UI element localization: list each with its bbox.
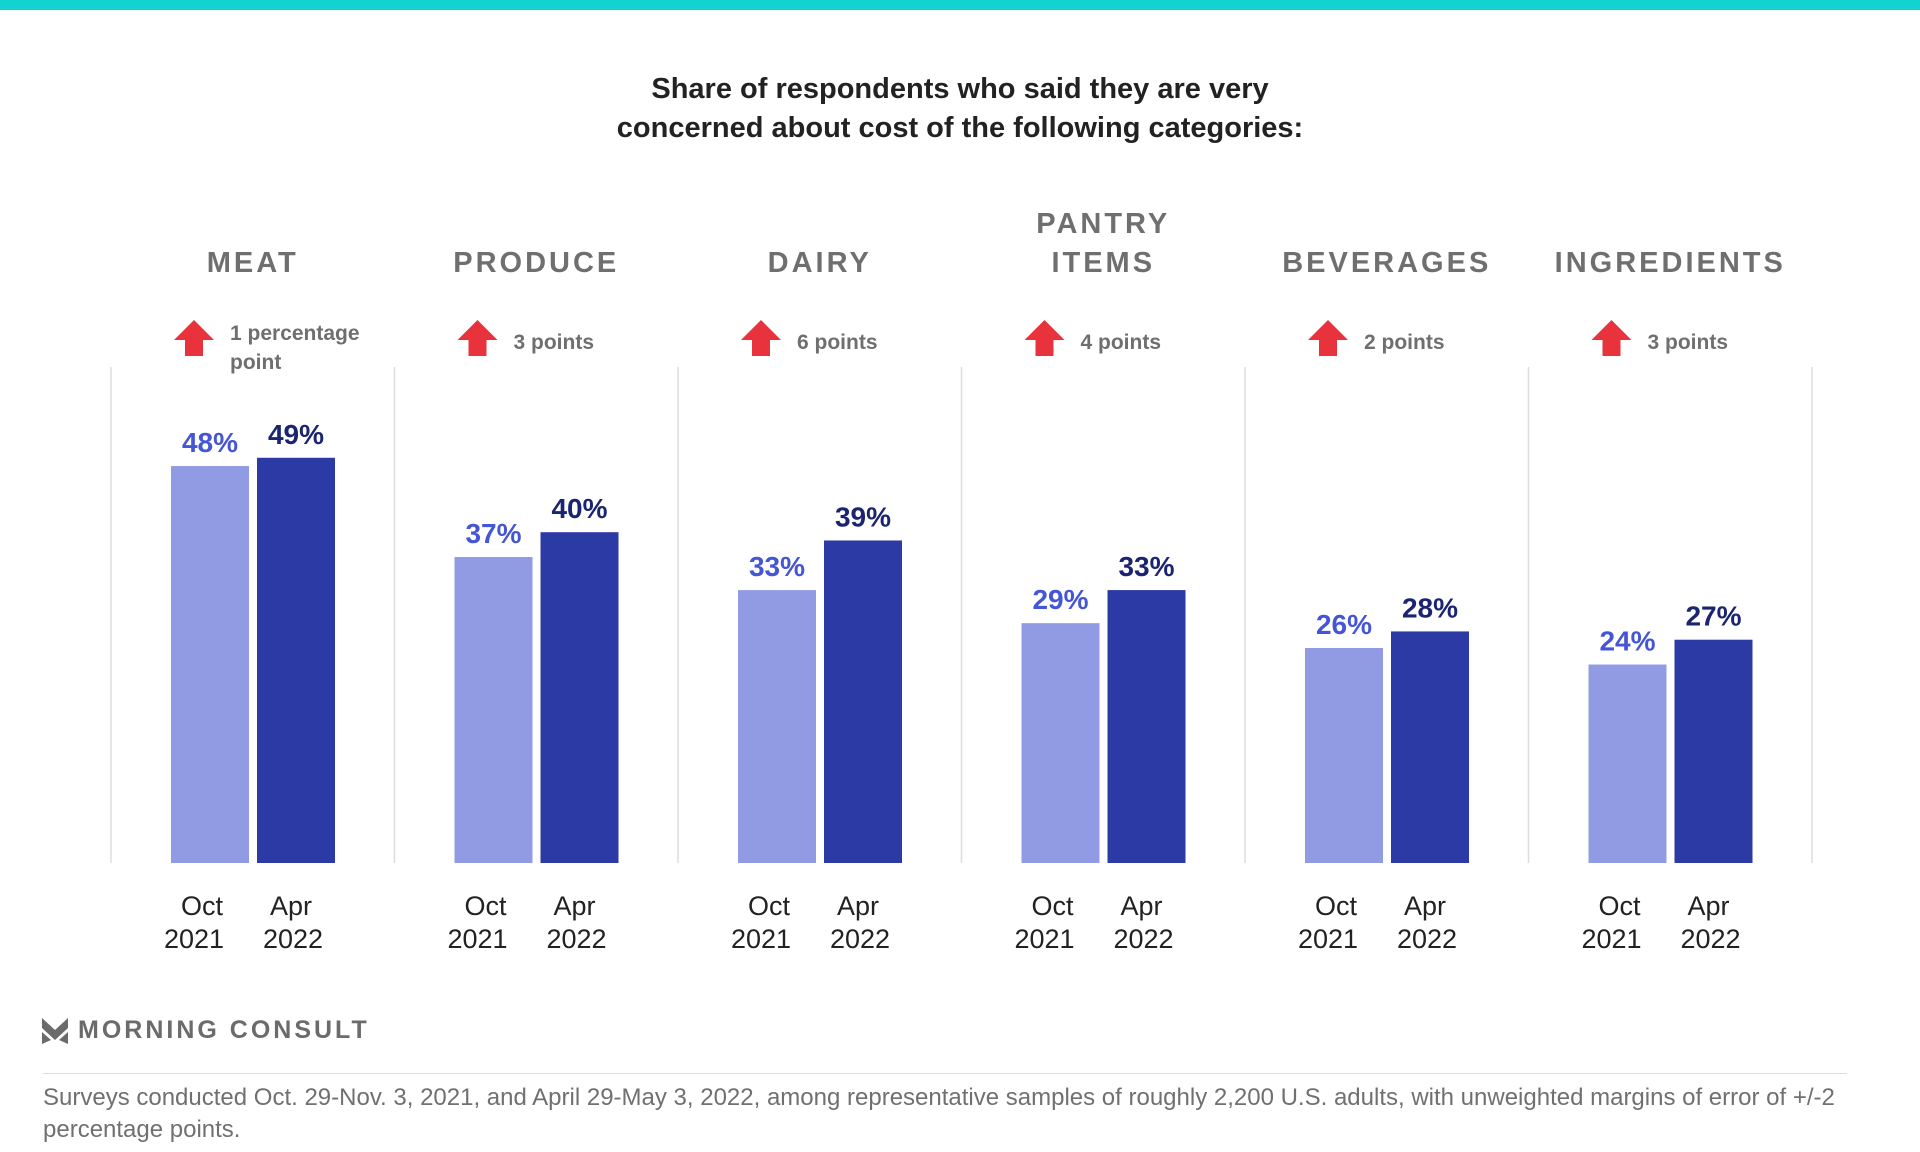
title-line-2: concerned about cost of the following ca… (616, 112, 1304, 144)
x-tick-label: Apr (1687, 891, 1729, 921)
change-label: 1 percentage (230, 322, 360, 345)
x-tick-label: 2022 (1113, 924, 1173, 954)
arrow-up-icon (1591, 320, 1632, 356)
arrow-up-icon (741, 320, 781, 356)
data-label: 27% (1685, 601, 1741, 632)
x-tick-label: 2022 (830, 924, 890, 954)
x-tick-label: 2021 (447, 924, 507, 954)
arrow-up-icon (1024, 320, 1065, 356)
bar (738, 590, 816, 863)
footnote: Surveys conducted Oct. 29-Nov. 3, 2021, … (43, 1084, 1835, 1143)
bar (1107, 590, 1186, 863)
bar (1305, 647, 1383, 863)
x-tick-label: Oct (464, 891, 507, 921)
brand-name: MORNING CONSULT (78, 1016, 370, 1044)
bar (1391, 631, 1469, 863)
data-label: 37% (465, 518, 521, 549)
bar (1588, 664, 1667, 863)
x-tick-label: 2022 (546, 924, 606, 954)
x-tick-label: 2022 (1397, 924, 1457, 954)
x-tick-label: 2022 (1680, 924, 1740, 954)
change-label: point (230, 351, 281, 374)
data-label: 33% (749, 551, 805, 582)
x-tick-label: Apr (1404, 891, 1446, 921)
x-tick-label: Apr (270, 891, 312, 921)
brand-logo: MORNING CONSULT (42, 1016, 370, 1045)
data-label: 26% (1316, 609, 1372, 640)
bar (824, 540, 902, 863)
data-label: 39% (835, 501, 891, 532)
category-label: BEVERAGES (1282, 247, 1491, 279)
data-label: 24% (1599, 626, 1655, 657)
arrow-up-icon (457, 320, 498, 356)
morning-consult-logo-icon (42, 1017, 68, 1044)
x-tick-label: Oct (181, 891, 224, 921)
data-label: 29% (1032, 584, 1088, 615)
change-label: 3 points (1648, 331, 1729, 354)
category-label: INGREDIENTS (1555, 247, 1786, 279)
title-line-1: Share of respondents who said they are v… (651, 73, 1269, 105)
x-tick-label: 2021 (1014, 924, 1074, 954)
x-tick-label: Apr (1120, 891, 1162, 921)
x-tick-label: Oct (1031, 891, 1074, 921)
change-label: 2 points (1364, 331, 1445, 354)
data-label: 33% (1118, 551, 1174, 582)
category-label: DAIRY (768, 247, 872, 279)
x-tick-label: Oct (748, 891, 791, 921)
bar (171, 466, 249, 863)
x-tick-label: Apr (553, 891, 595, 921)
bar (1021, 623, 1100, 863)
data-label: 48% (182, 427, 238, 458)
x-tick-label: 2022 (263, 924, 323, 954)
data-label: 49% (268, 419, 324, 450)
divider (43, 1073, 1847, 1074)
data-label: 28% (1402, 592, 1458, 623)
accent-bar (0, 0, 1920, 10)
category-label: PANTRY (1036, 208, 1170, 240)
chart-title: Share of respondents who said they are v… (0, 70, 1920, 148)
category-label: PRODUCE (453, 247, 619, 279)
x-tick-label: 2021 (1298, 924, 1358, 954)
category-label: MEAT (207, 247, 299, 279)
arrow-up-icon (1308, 320, 1348, 356)
x-tick-label: Oct (1315, 891, 1358, 921)
data-label: 40% (551, 493, 607, 524)
bar (257, 457, 335, 863)
x-tick-label: Oct (1598, 891, 1641, 921)
change-label: 3 points (514, 331, 595, 354)
x-tick-label: 2021 (1581, 924, 1641, 954)
arrow-up-icon (174, 320, 214, 356)
change-label: 4 points (1081, 331, 1162, 354)
change-label: 6 points (797, 331, 878, 354)
bar (1674, 639, 1753, 863)
x-tick-label: Apr (837, 891, 879, 921)
bar (540, 532, 619, 863)
bar (454, 557, 533, 863)
category-label: ITEMS (1051, 247, 1155, 279)
x-tick-label: 2021 (731, 924, 791, 954)
x-tick-label: 2021 (164, 924, 224, 954)
